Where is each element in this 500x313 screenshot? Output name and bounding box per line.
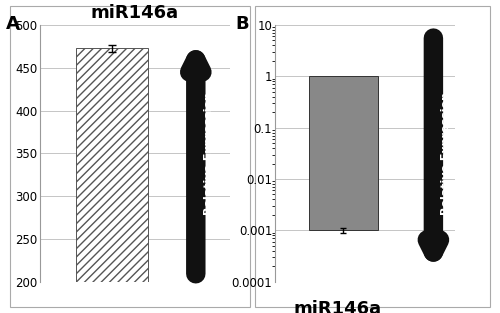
- Text: B: B: [236, 15, 249, 33]
- Text: miR146a: miR146a: [294, 300, 382, 313]
- Text: Relative Expression: Relative Expression: [441, 92, 451, 215]
- Title: miR146a: miR146a: [91, 4, 179, 22]
- Bar: [309, 76, 378, 230]
- Bar: [76, 48, 148, 282]
- Text: A: A: [6, 15, 20, 33]
- Text: Relative Expression: Relative Expression: [204, 92, 214, 215]
